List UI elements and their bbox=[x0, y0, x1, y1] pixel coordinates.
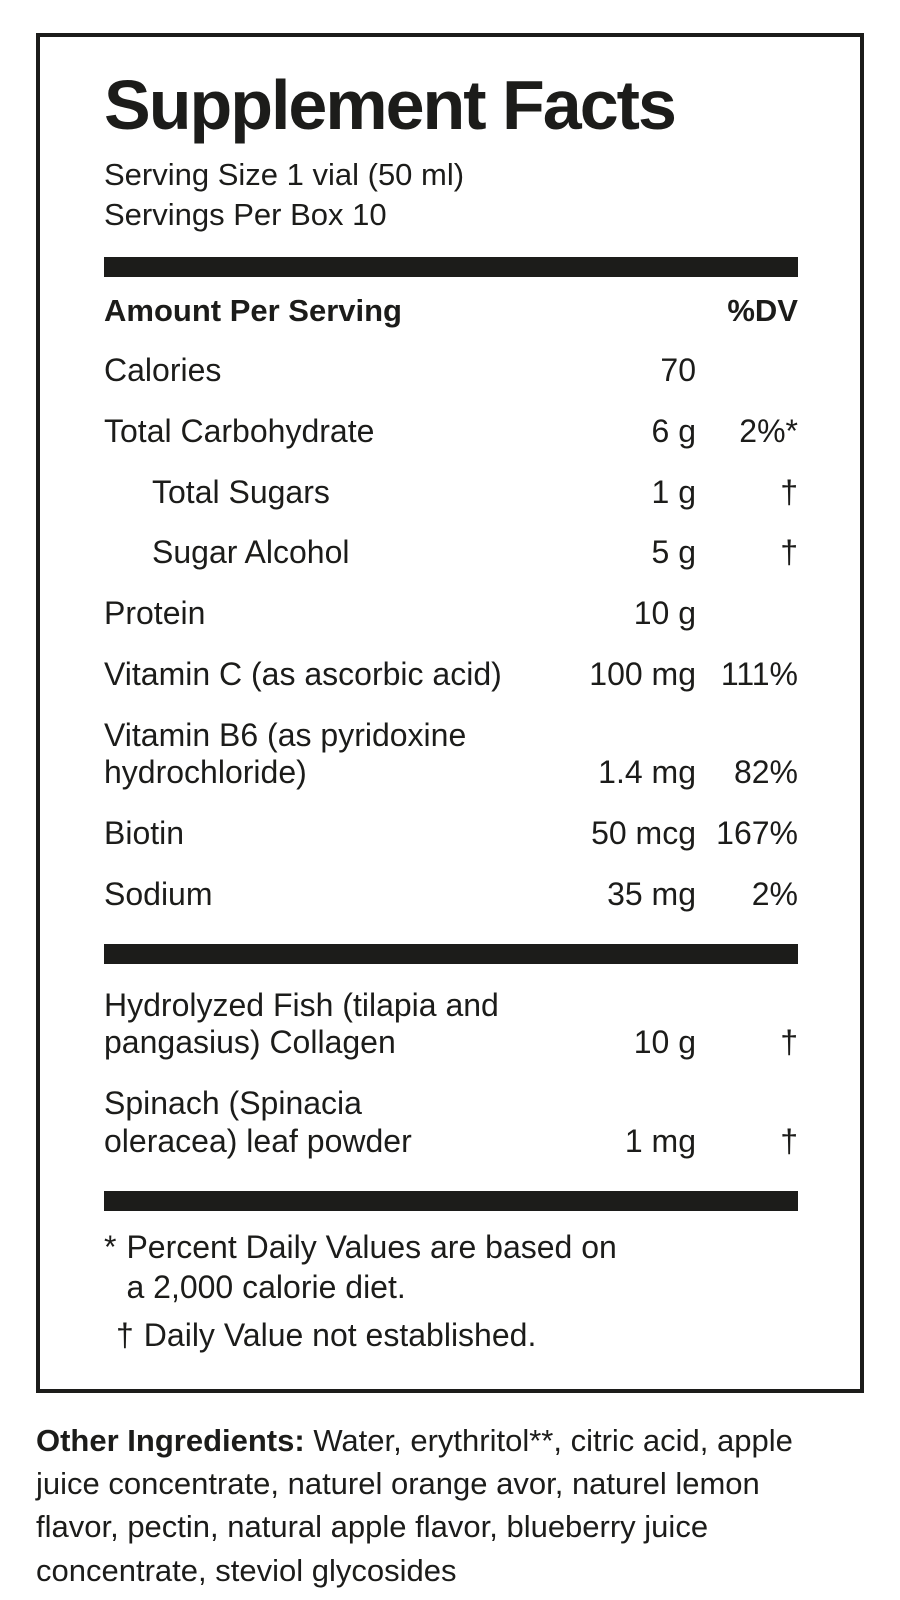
nutrient-amount: 10 g bbox=[633, 595, 696, 632]
amount-per-serving-header: Amount Per Serving bbox=[104, 293, 402, 329]
footnote-symbol: † bbox=[116, 1316, 134, 1353]
divider-bar-bottom bbox=[104, 1190, 798, 1211]
nutrient-name: Calories bbox=[104, 352, 222, 389]
nutrient-name: Sodium bbox=[104, 875, 213, 912]
nutrient-row: Vitamin C (as ascorbic acid) 100 mg 111% bbox=[104, 656, 798, 694]
other-ingredients-text: Water, erythritol**, citric acid, apple … bbox=[36, 1422, 793, 1588]
nutrient-row: Hydrolyzed Fish (tilapia and pangasius) … bbox=[104, 987, 798, 1063]
nutrient-row: Sugar Alcohol 5 g † bbox=[104, 534, 798, 572]
nutrient-name: Biotin bbox=[104, 815, 185, 852]
nutrient-dv-value: 82% bbox=[733, 754, 798, 791]
nutrient-dv-value: 2%* bbox=[739, 412, 798, 449]
nutrient-amount: 1 g bbox=[651, 473, 696, 510]
nutrient-row: Sodium 35 mg 2% bbox=[104, 876, 798, 914]
footnote: * Percent Daily Values are based on a 2,… bbox=[104, 1227, 798, 1307]
supplement-facts-panel: Supplement Facts Serving Size 1 vial (50… bbox=[36, 33, 864, 1393]
botanical-rows: Hydrolyzed Fish (tilapia and pangasius) … bbox=[104, 987, 798, 1161]
panel-title: Supplement Facts bbox=[104, 66, 677, 144]
nutrient-amount: 35 mg bbox=[607, 875, 696, 912]
nutrient-name: Spinach (Spinacia oleracea) leaf powder bbox=[104, 1085, 412, 1159]
nutrient-name: Hydrolyzed Fish (tilapia and pangasius) … bbox=[104, 986, 499, 1061]
nutrient-dv-value: 111% bbox=[720, 655, 798, 692]
nutrient-dv-value: 2% bbox=[751, 875, 798, 912]
nutrient-name: Total Sugars bbox=[152, 473, 330, 510]
footnote-symbol: * bbox=[104, 1228, 117, 1265]
nutrient-amount: 5 g bbox=[651, 534, 696, 571]
column-header-row: Amount Per Serving %DV bbox=[104, 293, 798, 329]
nutrient-row: Spinach (Spinacia oleracea) leaf powder … bbox=[104, 1085, 798, 1161]
divider-bar-middle bbox=[104, 943, 798, 964]
nutrient-dv-value: † bbox=[780, 473, 798, 510]
nutrient-dv-value: † bbox=[780, 1024, 798, 1061]
nutrient-amount: 70 bbox=[660, 352, 696, 389]
nutrient-amount: 6 g bbox=[651, 412, 696, 449]
nutrient-dv-value: † bbox=[780, 1122, 798, 1159]
nutrient-name: Vitamin B6 (as pyridoxine hydrochloride) bbox=[104, 716, 467, 791]
nutrient-amount: 50 mcg bbox=[591, 815, 696, 852]
nutrient-row: Total Carbohydrate 6 g 2%* bbox=[104, 413, 798, 451]
percent-dv-header: %DV bbox=[727, 293, 798, 329]
nutrient-row: Biotin 50 mcg 167% bbox=[104, 815, 798, 853]
nutrient-name: Total Carbohydrate bbox=[104, 412, 375, 449]
footnote-text: Percent Daily Values are based on a 2,00… bbox=[126, 1228, 617, 1305]
nutrient-row: Vitamin B6 (as pyridoxine hydrochloride)… bbox=[104, 717, 798, 793]
serving-size: Serving Size 1 vial (50 ml) bbox=[104, 156, 465, 192]
nutrient-amount: 1 mg bbox=[624, 1122, 696, 1159]
footnote: † Daily Value not established. bbox=[104, 1315, 798, 1355]
servings-per-box: Servings Per Box 10 bbox=[104, 196, 387, 232]
nutrient-rows: Calories 70 Total Carbohydrate 6 g 2%* T… bbox=[104, 352, 798, 914]
footnotes-section: * Percent Daily Values are based on a 2,… bbox=[104, 1227, 798, 1355]
other-ingredients-label: Other Ingredients: bbox=[36, 1422, 305, 1458]
divider-bar-top bbox=[104, 257, 798, 278]
nutrient-row: Protein 10 g bbox=[104, 595, 798, 633]
nutrient-amount: 1.4 mg bbox=[598, 754, 696, 791]
nutrient-row: Calories 70 bbox=[104, 352, 798, 390]
nutrient-name: Protein bbox=[104, 595, 206, 632]
nutrient-name: Sugar Alcohol bbox=[152, 534, 350, 571]
footnote-text: Daily Value not established. bbox=[143, 1316, 537, 1353]
nutrient-amount: 100 mg bbox=[589, 655, 696, 692]
nutrient-amount: 10 g bbox=[633, 1024, 696, 1061]
nutrient-name: Vitamin C (as ascorbic acid) bbox=[104, 655, 502, 692]
nutrient-dv-value: † bbox=[780, 534, 798, 571]
other-ingredients-paragraph: Other Ingredients: Water, erythritol**, … bbox=[36, 1419, 866, 1593]
nutrient-dv-value: 167% bbox=[716, 815, 798, 852]
nutrient-row: Total Sugars 1 g † bbox=[104, 474, 798, 512]
